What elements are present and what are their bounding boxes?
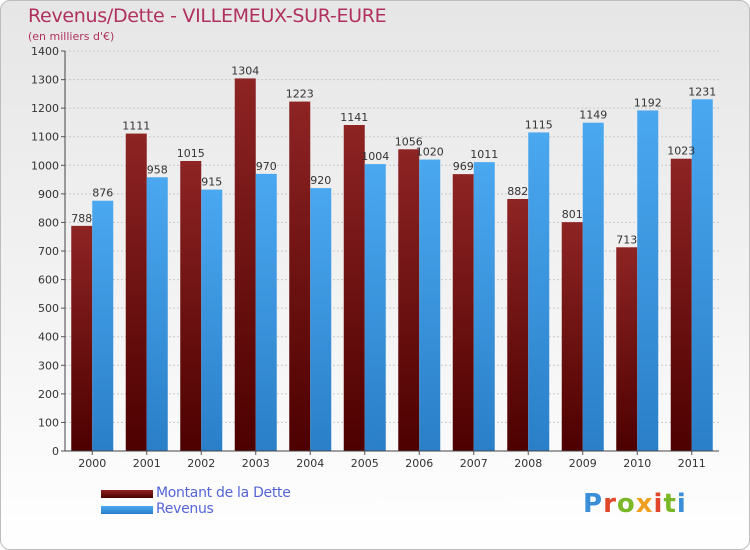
y-tick-label: 900 [38,188,59,201]
debt-bar-label: 1056 [395,135,423,148]
revenue-bar [528,132,550,451]
revenue-bar-label: 876 [92,187,113,200]
chart-title: Revenus/Dette - VILLEMEUX-SUR-EURE [28,5,387,27]
logo-letter: i [653,489,664,519]
legend-label-revenue: Revenus [156,501,214,517]
logo-letter: t [663,489,677,519]
revenue-bar [92,200,114,451]
revenue-bar-label: 1020 [416,146,444,159]
y-tick-label: 0 [52,445,59,458]
revenue-bar [582,122,604,451]
x-tick-label: 2011 [678,457,706,470]
x-tick-label: 2006 [405,457,433,470]
legend-label-debt: Montant de la Dette [156,485,291,501]
revenue-bar-label: 1004 [361,150,389,163]
debt-bar-label: 1015 [177,147,205,160]
y-tick-label: 1100 [31,131,59,144]
debt-bar-label: 1223 [286,88,314,101]
x-tick-label: 2008 [514,457,542,470]
y-tick-label: 1200 [31,102,59,115]
legend-swatch-revenue [101,506,153,514]
proxiti-logo: Proxiti [583,489,687,519]
debt-bar [234,78,256,451]
x-tick-label: 2009 [569,457,597,470]
revenue-bar-label: 1192 [634,96,662,109]
x-tick-label: 2005 [351,457,379,470]
debt-bar [125,133,147,452]
debt-bar [343,125,365,451]
logo-letter: o [616,489,636,519]
x-tick-label: 2001 [133,457,161,470]
revenue-bar [201,189,223,452]
logo-letter: P [583,489,604,519]
logo-letter: r [603,489,617,519]
debt-bar-label: 713 [616,233,637,246]
revenue-bar [364,164,386,451]
y-tick-label: 400 [38,331,59,344]
revenue-bar [419,159,441,452]
y-tick-label: 1400 [31,45,59,58]
x-tick-label: 2010 [623,457,651,470]
y-tick-label: 200 [38,388,59,401]
revenue-bar [310,188,332,451]
revenue-bar-label: 970 [256,160,277,173]
revenue-bar-label: 1011 [470,148,498,161]
debt-bar-label: 788 [71,212,92,225]
debt-bar-label: 969 [453,160,474,173]
x-tick-label: 2002 [187,457,215,470]
revenue-bar-label: 915 [201,176,222,189]
y-tick-label: 700 [38,245,59,258]
legend-swatch-debt [101,490,153,498]
y-tick-label: 1000 [31,159,59,172]
revenue-bar-label: 1115 [525,118,553,131]
debt-bar [180,161,202,451]
y-tick-label: 100 [38,416,59,429]
revenue-bar [637,110,659,451]
debt-bar-label: 1304 [231,64,259,77]
revenue-bar [691,99,713,452]
debt-bar-label: 1141 [340,111,368,124]
debt-bar-label: 1111 [122,120,150,133]
revenue-bar [146,177,168,452]
debt-bar [616,247,638,451]
revenue-bar-label: 958 [147,163,168,176]
debt-bar [670,158,692,451]
debt-bar [398,149,420,452]
debt-bar [289,101,311,452]
x-tick-label: 2003 [242,457,270,470]
chart-subtitle: (en milliers d'€) [28,30,115,43]
debt-bar [561,222,583,451]
revenue-bar-label: 1231 [688,85,716,98]
y-tick-label: 800 [38,216,59,229]
revenue-bar [473,162,495,451]
debt-bar [507,199,529,451]
x-tick-label: 2004 [296,457,324,470]
y-tick-label: 500 [38,302,59,315]
y-tick-label: 1300 [31,74,59,87]
revenue-bar-label: 1149 [579,109,607,122]
y-tick-label: 600 [38,274,59,287]
debt-bar [71,225,93,451]
revenue-bar-label: 920 [310,174,331,187]
x-tick-label: 2007 [460,457,488,470]
x-tick-label: 2000 [78,457,106,470]
revenue-bar [255,173,277,451]
logo-letter: i [676,489,687,519]
logo-letter: x [635,489,654,519]
debt-bar-label: 882 [507,185,528,198]
debt-bar-label: 1023 [667,145,695,158]
debt-bar-label: 801 [562,208,583,221]
y-tick-label: 300 [38,359,59,372]
debt-bar [452,174,474,451]
